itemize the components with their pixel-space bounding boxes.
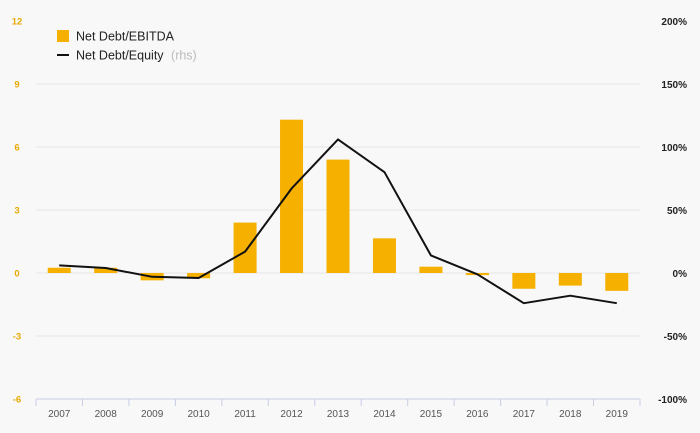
bar-series: [47, 119, 629, 291]
x-tick-label: 2008: [95, 409, 118, 420]
y-right-tick-label: 50%: [667, 206, 687, 217]
y-right-tick-label: -100%: [658, 395, 687, 406]
y-left-tick-label: -3: [13, 332, 21, 343]
y-right-tick-label: 200%: [661, 17, 687, 28]
x-tick-label: 2013: [327, 409, 350, 420]
line-net-debt-equity: [59, 138, 617, 305]
y-left-tick-label: 12: [12, 17, 23, 28]
x-tick-label: 2018: [559, 409, 582, 420]
y-axis-left: 12 9 6 3 0 -3 -6: [12, 17, 23, 406]
y-right-tick-label: -50%: [664, 332, 687, 343]
bar: [326, 159, 350, 273]
x-tick-label: 2012: [280, 409, 303, 420]
y-right-tick-label: 100%: [661, 143, 687, 154]
x-tick-label: 2011: [234, 409, 256, 420]
bar: [372, 238, 396, 273]
legend-label-line-name: Net Debt/Equity: [76, 49, 164, 63]
bar: [47, 267, 71, 273]
legend: Net Debt/EBITDA Net Debt/Equity (rhs): [57, 30, 197, 63]
y-left-tick-label: 0: [14, 269, 19, 280]
legend-label-line: Net Debt/Equity (rhs): [76, 49, 197, 63]
x-tick-label: 2014: [373, 409, 396, 420]
x-axis: 2007 2008 2009 2010 2011 2012 2013 2014 2015 2016…: [35, 398, 641, 420]
y-left-tick-label: -6: [13, 395, 21, 406]
legend-swatch-bar: [57, 30, 69, 42]
x-tick-label: 2017: [513, 409, 536, 420]
legend-rhs-note: (rhs): [171, 49, 197, 63]
x-tick-label: 2016: [466, 409, 489, 420]
bar: [94, 267, 118, 273]
x-tick-label: 2019: [606, 409, 629, 420]
bar: [280, 119, 304, 273]
line-series: [59, 138, 617, 305]
x-tick-label: 2007: [48, 409, 71, 420]
bar: [187, 273, 211, 279]
bar: [512, 273, 536, 289]
y-right-tick-label: 150%: [661, 80, 687, 91]
bar: [233, 222, 257, 273]
y-left-tick-label: 9: [14, 80, 19, 91]
x-tick-label: 2009: [141, 409, 164, 420]
y-right-tick-label: 0%: [673, 269, 688, 280]
y-left-tick-label: 6: [14, 143, 19, 154]
bar: [605, 273, 629, 291]
legend-label-bar: Net Debt/EBITDA: [76, 30, 175, 44]
y-axis-right: 200% 150% 100% 50% 0% -50% -100%: [658, 17, 687, 406]
x-tick-label: 2015: [420, 409, 443, 420]
bar: [558, 273, 582, 286]
y-left-tick-label: 3: [14, 206, 19, 217]
x-tick-label: 2010: [187, 409, 210, 420]
bar: [419, 266, 443, 273]
